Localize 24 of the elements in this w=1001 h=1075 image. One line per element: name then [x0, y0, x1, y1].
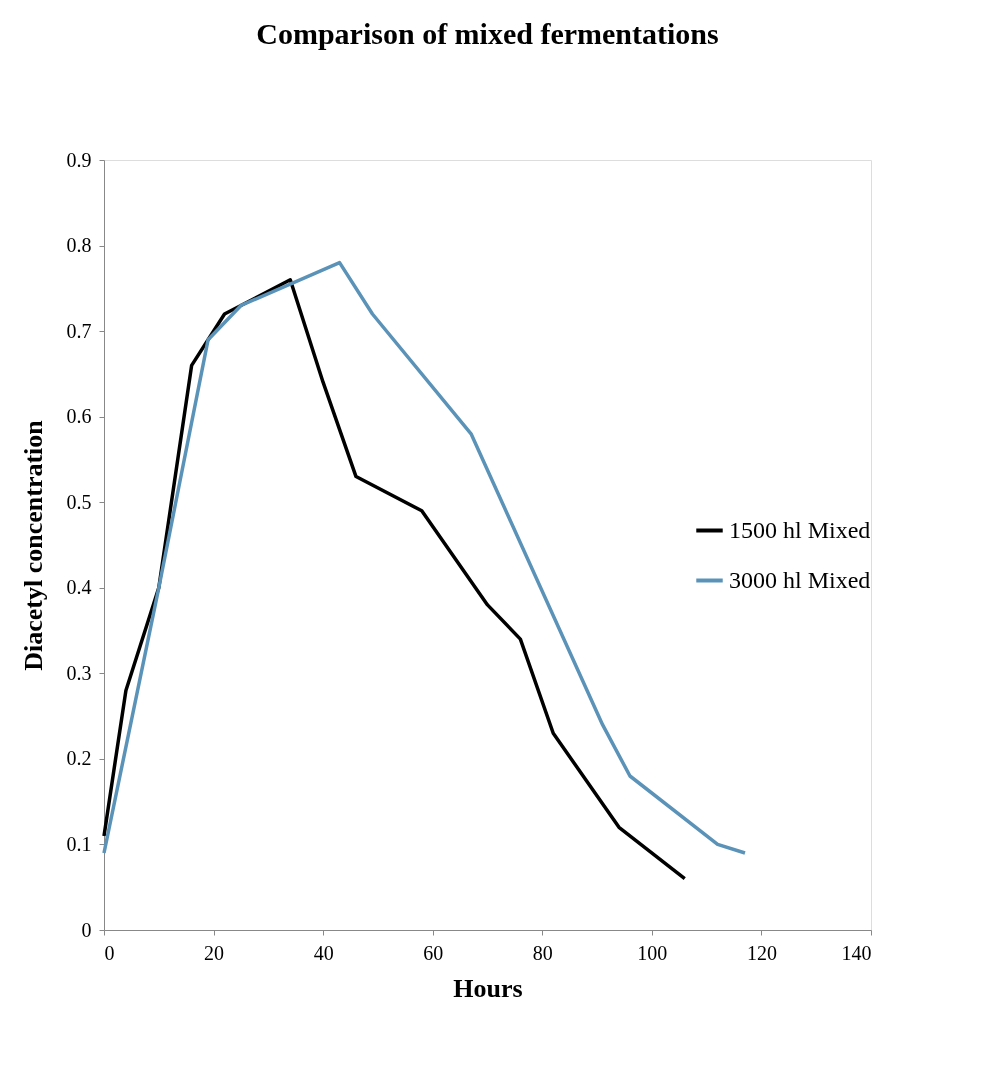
x-axis-title: Hours — [453, 973, 523, 1003]
y-tick-label: 0.5 — [66, 490, 92, 513]
line-series — [102, 278, 687, 881]
x-tick-label: 80 — [532, 941, 553, 964]
x-tick-label: 100 — [637, 941, 668, 964]
x-tick-label: 120 — [746, 941, 777, 964]
y-tick-label: 0.3 — [66, 661, 92, 684]
x-tick-label: 40 — [313, 941, 334, 964]
y-tick-label: 0.7 — [66, 319, 92, 342]
legend-label: 1500 hl Mixed — [729, 516, 871, 543]
y-tick-label: 0 — [81, 918, 92, 941]
chart-title: Comparison of mixed fermentations — [256, 17, 719, 50]
x-tick-label: 20 — [204, 941, 225, 964]
x-tick-label: 0 — [104, 941, 115, 964]
y-axis-title: Diacetyl concentration — [18, 419, 48, 671]
y-tick-label: 0.9 — [66, 148, 92, 171]
y-tick-label: 0.2 — [66, 747, 92, 770]
y-tick-label: 0.4 — [66, 576, 92, 599]
x-tick-label: 140 — [841, 941, 872, 964]
y-tick-label: 0.6 — [66, 405, 92, 428]
legend-label: 3000 hl Mixed — [729, 566, 871, 593]
y-tick-label: 0.8 — [66, 234, 92, 257]
y-tick-label: 0.1 — [66, 832, 92, 855]
x-tick-label: 60 — [423, 941, 444, 964]
